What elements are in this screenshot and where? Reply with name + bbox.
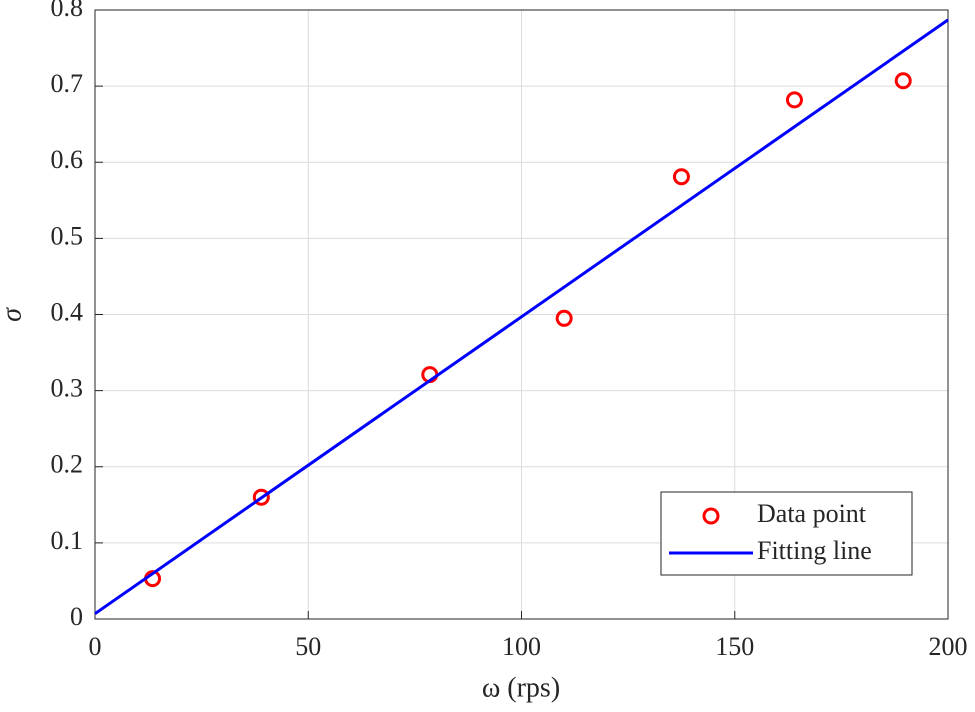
legend-marker [702,507,720,525]
x-axis-label: ω (rps) [482,672,560,703]
y-tick-label: 0.8 [51,0,84,22]
x-tick-label: 0 [89,632,102,661]
data-point [672,168,690,186]
y-tick-label: 0.7 [51,69,84,98]
data-point [252,488,270,506]
y-tick-label: 0.2 [51,450,84,479]
data-point [785,91,803,109]
legend-box [660,491,913,576]
legend-label: Fitting line [757,536,872,565]
y-tick-label: 0.6 [51,145,84,174]
x-tick-label: 150 [715,632,754,661]
plot-frame [94,9,949,620]
y-tick-label: 0.4 [51,297,84,326]
data-point [555,309,573,327]
y-axis-label: σ [0,307,27,322]
y-tick-label: 0.1 [51,526,84,555]
x-tick-label: 50 [295,632,321,661]
legend-label: Data point [757,499,867,528]
x-tick-label: 100 [502,632,541,661]
fit-line [94,18,949,615]
y-tick-label: 0 [70,602,83,631]
data-point [894,72,912,90]
legend: Data point Fitting line [660,491,913,576]
y-tick-label: 0.5 [51,221,84,250]
x-tick-label: 200 [929,632,968,661]
y-tick-label: 0.3 [51,374,84,403]
